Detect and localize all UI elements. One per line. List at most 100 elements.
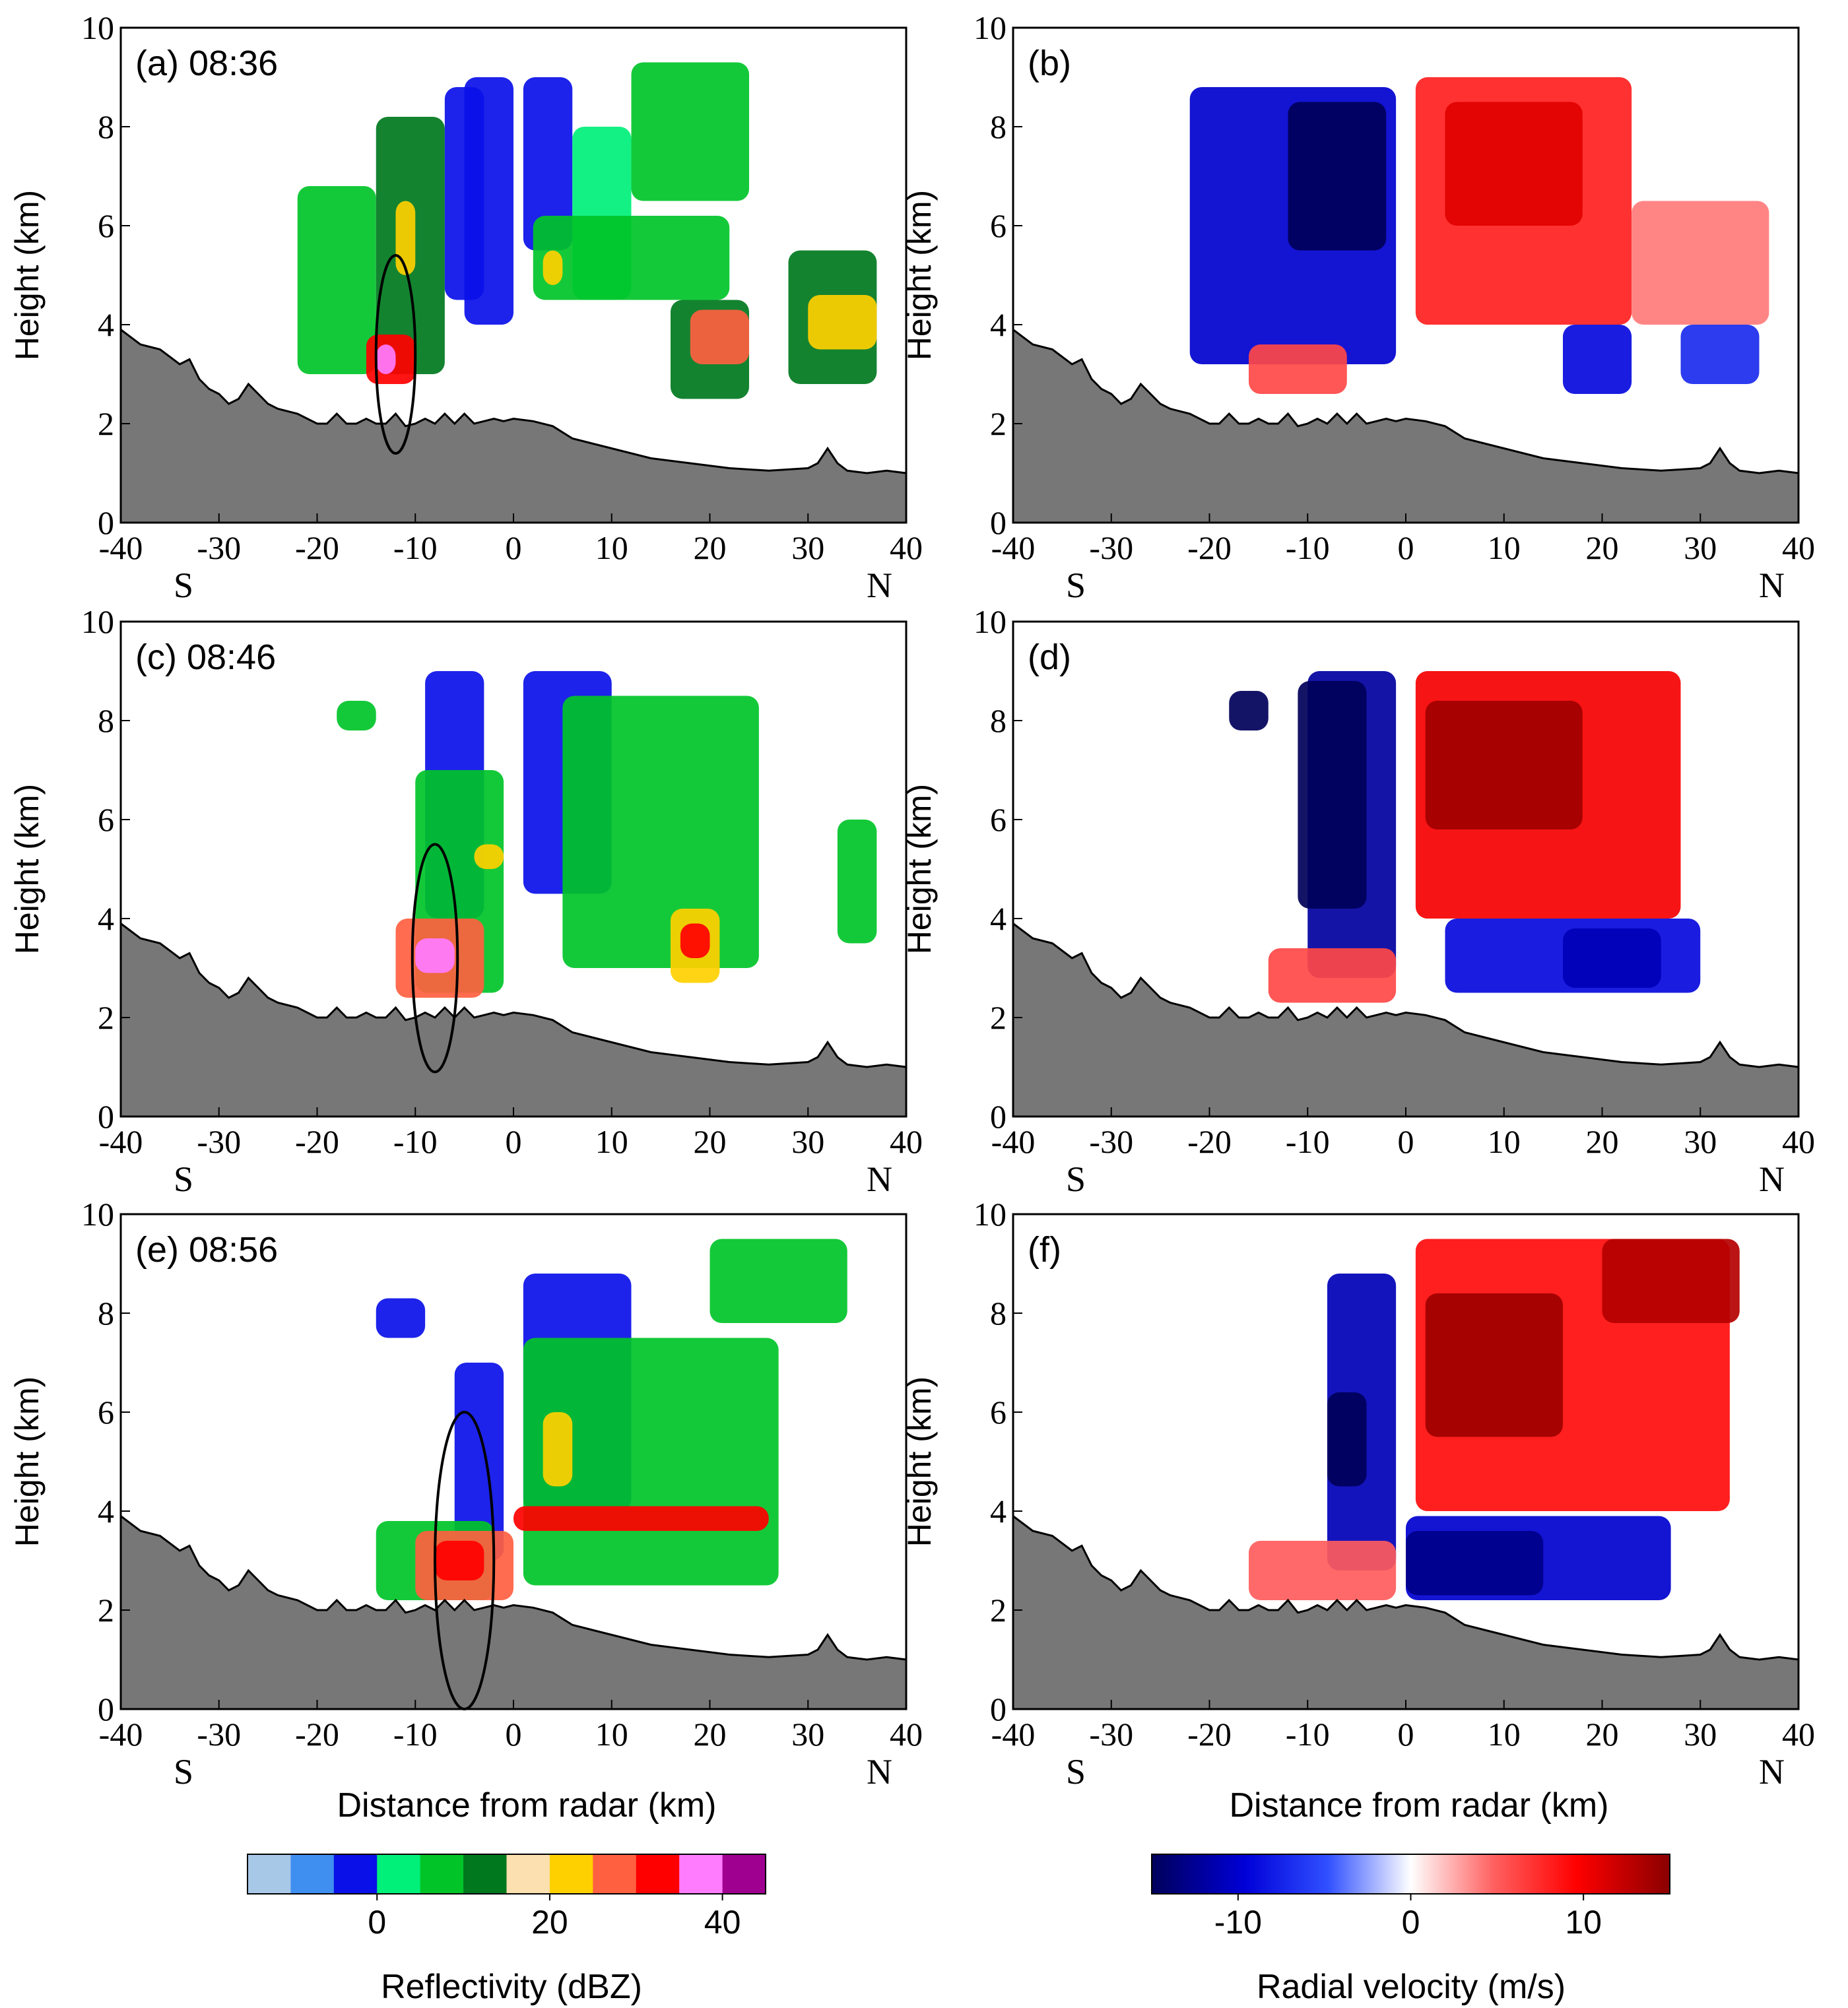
reflectivity-colorbar-tick-label: 20 xyxy=(531,1904,568,1941)
panel-label: (a) 08:36 xyxy=(135,44,278,83)
echo-region xyxy=(1680,325,1760,384)
x-tick-label: 40 xyxy=(1782,529,1815,566)
y-tick-label: 2 xyxy=(98,1592,114,1629)
velocity-colorbar-tick-label: -10 xyxy=(1214,1904,1262,1941)
x-tick-label: 40 xyxy=(890,1716,923,1753)
x-tick-label: -10 xyxy=(1286,529,1330,566)
reflectivity-colorbar-bin xyxy=(549,1854,593,1894)
echo-field xyxy=(337,671,877,998)
x-tick-label: 0 xyxy=(506,1123,522,1160)
echo-region xyxy=(415,938,455,973)
x-tick-label: -10 xyxy=(393,1716,438,1753)
echo-region xyxy=(1445,102,1583,226)
y-tick-label: 4 xyxy=(98,1493,114,1530)
x-tick-label: -30 xyxy=(197,529,241,566)
x-tick-label: 10 xyxy=(1488,529,1521,566)
velocity-colorbar xyxy=(1151,1854,1670,1895)
panel-c-reflectivity: -40 -30 -20 -10 0 10 20 30 40 0 2 4 6 8 10 S N Height (km… xyxy=(9,603,923,1199)
velocity-colorbar-tick-label: 0 xyxy=(1402,1904,1420,1941)
y-axis-label: Height (km) xyxy=(901,190,938,360)
x-tick-label: 40 xyxy=(1782,1123,1815,1160)
panel-e-reflectivity: -40 -30 -20 -10 0 10 20 30 40 0 2 4 6 8 10 S N Height (km… xyxy=(9,1196,923,1792)
echo-region xyxy=(376,1298,426,1338)
y-tick-label: 0 xyxy=(990,1098,1006,1135)
y-tick-label: 6 xyxy=(98,1394,114,1431)
direction-south: S xyxy=(1066,1752,1086,1792)
x-tick-label: 20 xyxy=(1586,529,1619,566)
direction-north: N xyxy=(1759,566,1785,605)
echo-region xyxy=(680,923,710,958)
echo-region xyxy=(1602,1239,1740,1323)
y-tick-label: 0 xyxy=(990,1691,1006,1728)
echo-region xyxy=(710,1239,847,1323)
echo-field xyxy=(376,1239,847,1600)
direction-south: S xyxy=(174,1159,193,1199)
x-tick-label: -20 xyxy=(1187,1123,1232,1160)
y-tick-label: 8 xyxy=(98,1295,114,1332)
terrain xyxy=(1012,327,1800,524)
echo-region xyxy=(808,295,877,350)
x-tick-label: 10 xyxy=(1488,1716,1521,1753)
y-tick-label: 8 xyxy=(990,1295,1006,1332)
panel-label: (f) xyxy=(1028,1230,1061,1270)
x-tick-label: -30 xyxy=(1089,1716,1133,1753)
x-tick-label: 20 xyxy=(694,1716,727,1753)
y-tick-label: 6 xyxy=(990,1394,1006,1431)
y-tick-label: 2 xyxy=(98,405,114,442)
echo-region xyxy=(837,820,877,944)
x-tick-label: -10 xyxy=(1286,1123,1330,1160)
echo-region xyxy=(474,844,504,869)
y-tick-label: 8 xyxy=(990,108,1006,145)
reflectivity-colorbar-label: Reflectivity (dBZ) xyxy=(381,1968,642,2006)
x-tick-label: -40 xyxy=(99,529,143,566)
direction-north: N xyxy=(867,1159,892,1199)
x-tick-label: -40 xyxy=(991,1123,1036,1160)
terrain xyxy=(119,327,908,524)
reflectivity-colorbar-frame xyxy=(247,1854,766,1895)
panel-label: (d) xyxy=(1028,637,1071,677)
x-tick-label: 10 xyxy=(595,1123,628,1160)
x-tick-label: 0 xyxy=(1398,1123,1414,1160)
y-tick-label: 6 xyxy=(98,207,114,244)
x-tick-label: 40 xyxy=(890,1123,923,1160)
x-tick-label: 0 xyxy=(1398,529,1414,566)
y-axis-label: Height (km) xyxy=(9,1376,46,1547)
reflectivity-colorbar-bin xyxy=(248,1854,291,1894)
x-axis-label-right: Distance from radar (km) xyxy=(1230,1786,1609,1825)
echo-region xyxy=(464,77,513,325)
direction-north: N xyxy=(867,1752,892,1792)
direction-south: S xyxy=(1066,566,1086,605)
x-tick-label: -10 xyxy=(393,529,438,566)
x-tick-label: 30 xyxy=(1684,1716,1717,1753)
x-tick-label: 30 xyxy=(1684,529,1717,566)
terrain xyxy=(1012,921,1800,1118)
terrain xyxy=(119,921,908,1118)
reflectivity-colorbar-bin xyxy=(679,1854,723,1894)
reflectivity-colorbar: 0 20 40 xyxy=(247,1854,766,1941)
x-tick-label: -30 xyxy=(197,1716,241,1753)
x-tick-label: -40 xyxy=(99,1716,143,1753)
x-tick-label: -20 xyxy=(295,529,339,566)
x-tick-label: -30 xyxy=(197,1123,241,1160)
reflectivity-colorbar-bin xyxy=(593,1854,637,1894)
echo-region xyxy=(1288,102,1387,251)
echo-field xyxy=(297,62,877,399)
x-tick-label: 10 xyxy=(1488,1123,1521,1160)
y-tick-label: 8 xyxy=(98,702,114,739)
reflectivity-colorbar-bin xyxy=(463,1854,507,1894)
reflectivity-colorbar-tick-label: 0 xyxy=(368,1904,386,1941)
y-tick-label: 10 xyxy=(974,1196,1006,1233)
echo-field xyxy=(1189,77,1769,394)
x-tick-label: 30 xyxy=(791,1123,824,1160)
x-tick-label: -40 xyxy=(991,529,1036,566)
y-tick-label: 0 xyxy=(98,1691,114,1728)
x-tick-label: -40 xyxy=(99,1123,143,1160)
reflectivity-colorbar-bin xyxy=(420,1854,464,1894)
y-tick-label: 4 xyxy=(98,306,114,343)
echo-region xyxy=(631,62,749,201)
velocity-colorbar-label: Radial velocity (m/s) xyxy=(1257,1968,1566,2006)
echo-region xyxy=(533,216,730,300)
y-tick-label: 10 xyxy=(81,9,114,46)
echo-region xyxy=(1298,681,1367,909)
